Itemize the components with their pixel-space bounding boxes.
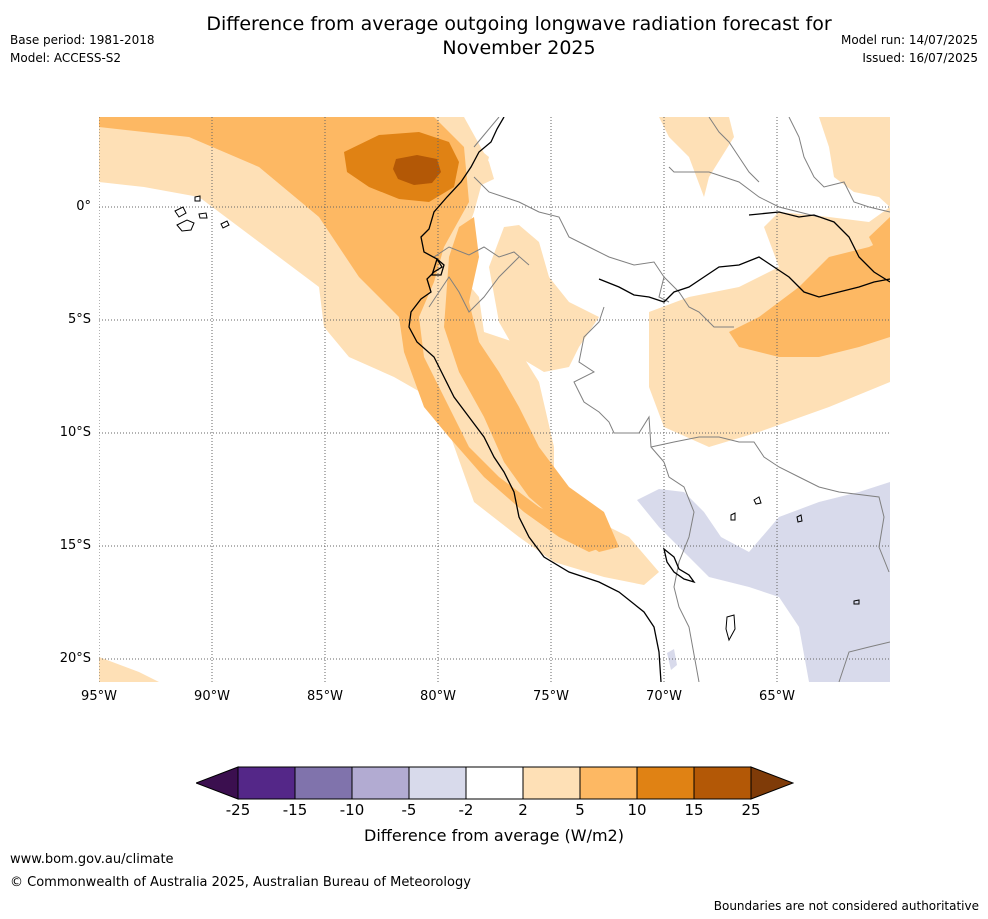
colorbar-extend-high — [750, 766, 794, 800]
amazon-river — [598, 256, 890, 303]
boundary-central-america — [473, 117, 500, 148]
anomaly-region-2-5-northeast — [819, 117, 890, 207]
forecast-map — [99, 117, 890, 682]
lon-label-70w: 70°W — [646, 689, 682, 704]
boundary-colombia-venezuela — [663, 276, 734, 328]
lon-label-80w: 80°W — [420, 689, 456, 704]
colorbar-tick-2: 2 — [518, 801, 528, 819]
anomaly-region-5-10-northeast — [869, 217, 890, 257]
boundary-ecuador-peru — [428, 256, 520, 313]
galapagos-isabela — [176, 219, 195, 232]
colorbar-tick-5: 5 — [575, 801, 585, 819]
colorbar-bin-5-10 — [579, 766, 638, 800]
colorbar-tick-10: 10 — [627, 801, 647, 819]
colorbar-bin-neg15-neg10 — [294, 766, 353, 800]
galapagos-fernandina — [174, 206, 187, 218]
inland-lake-5 — [725, 614, 736, 642]
lon-label-75w: 75°W — [533, 689, 569, 704]
colorbar-bin-neg5-neg2 — [408, 766, 467, 800]
pacific-coastline — [408, 117, 662, 682]
boundary-peru-brazil — [573, 306, 665, 463]
lat-label-15s: 15°S — [59, 538, 91, 553]
lake-titicaca — [662, 547, 696, 584]
anomaly-region-2-5-andes — [489, 225, 599, 372]
colorbar-title: Difference from average (W/m2) — [364, 826, 624, 845]
gridlines — [99, 117, 890, 682]
anomaly-region-2-5-southwest — [99, 657, 159, 682]
boundary-bolivia — [650, 436, 890, 573]
anomaly-region-5-10-north — [99, 117, 604, 552]
islands — [174, 195, 860, 642]
amazon-tributary — [748, 211, 890, 283]
boundary-bolivia-south — [663, 461, 700, 682]
colorbar-tick-neg5: -5 — [401, 801, 417, 819]
boundary-guyana — [788, 117, 890, 213]
boundary-colombia-north — [473, 176, 665, 278]
lon-label-95w: 95°W — [81, 689, 117, 704]
inland-lake-2 — [796, 514, 803, 523]
footer-disclaimer: Boundaries are not considered authoritat… — [713, 899, 979, 913]
model-run-text: Model run: 14/07/2025 — [840, 33, 978, 47]
boundary-paraguay — [838, 641, 890, 682]
galapagos-santa-cruz — [198, 212, 208, 219]
lon-label-85w: 85°W — [307, 689, 343, 704]
lon-label-65w: 65°W — [759, 689, 795, 704]
meta-right: Model run: 14/07/2025 Issued: 16/07/2025 — [841, 31, 978, 67]
anomaly-region-5-10-andes — [444, 217, 619, 552]
lat-label-10s: 10°S — [59, 425, 91, 440]
colorbar-bin-10-15 — [636, 766, 695, 800]
anomaly-region-5-10-amazon — [729, 237, 890, 357]
footer-copyright: © Commonwealth of Australia 2025, Austra… — [10, 875, 471, 890]
colorbar-extend-low — [196, 766, 239, 800]
colorbar-tick-neg25: -25 — [225, 801, 251, 819]
colorbar-bin-2-5 — [522, 766, 581, 800]
issued-text: Issued: 16/07/2025 — [862, 51, 978, 65]
coastlines — [408, 117, 890, 682]
lat-label-0: 0° — [76, 199, 91, 214]
lat-label-20s: 20°S — [59, 651, 91, 666]
colorbar — [196, 766, 794, 800]
anomaly-region-15-25 — [393, 155, 441, 185]
colorbar-bin-neg10-neg5 — [351, 766, 410, 800]
colorbar-tick-neg15: -15 — [282, 801, 308, 819]
footer-url[interactable]: www.bom.gov.au/climate — [10, 852, 174, 867]
galapagos-san-cristobal — [220, 220, 230, 229]
colorbar-bin-neg25-neg15 — [237, 766, 296, 800]
inland-lake-4 — [853, 599, 860, 605]
colorbar-tick-neg2: -2 — [458, 801, 474, 819]
inland-lake-1 — [753, 496, 762, 505]
inland-lake-3 — [730, 512, 736, 521]
boundary-colombia-ecuador — [433, 246, 530, 266]
galapagos-santiago — [194, 195, 201, 202]
lon-label-90w: 90°W — [194, 689, 230, 704]
anomaly-region-2-5-east — [659, 117, 734, 197]
gulf-coastline — [431, 257, 445, 276]
anomaly-region-neg5-neg2 — [637, 482, 890, 682]
boundary-venezuela-north — [708, 117, 760, 183]
colorbar-bin-15-25 — [693, 766, 752, 800]
model-text: Model: ACCESS-S2 — [10, 51, 122, 65]
lat-label-5s: 5°S — [67, 312, 91, 327]
colorbar-tick-25: 25 — [741, 801, 761, 819]
base-period-text: Base period: 1981-2018 — [10, 33, 155, 47]
country-boundaries — [428, 117, 890, 682]
colorbar-tick-neg10: -10 — [339, 801, 365, 819]
meta-left: Base period: 1981-2018 Model: ACCESS-S2 — [10, 31, 155, 67]
boundary-venezuela — [668, 166, 820, 218]
colorbar-bin-neg2-2 — [465, 766, 524, 800]
map-title: Difference from average outgoing longwav… — [206, 13, 832, 59]
colorbar-tick-15: 15 — [684, 801, 704, 819]
